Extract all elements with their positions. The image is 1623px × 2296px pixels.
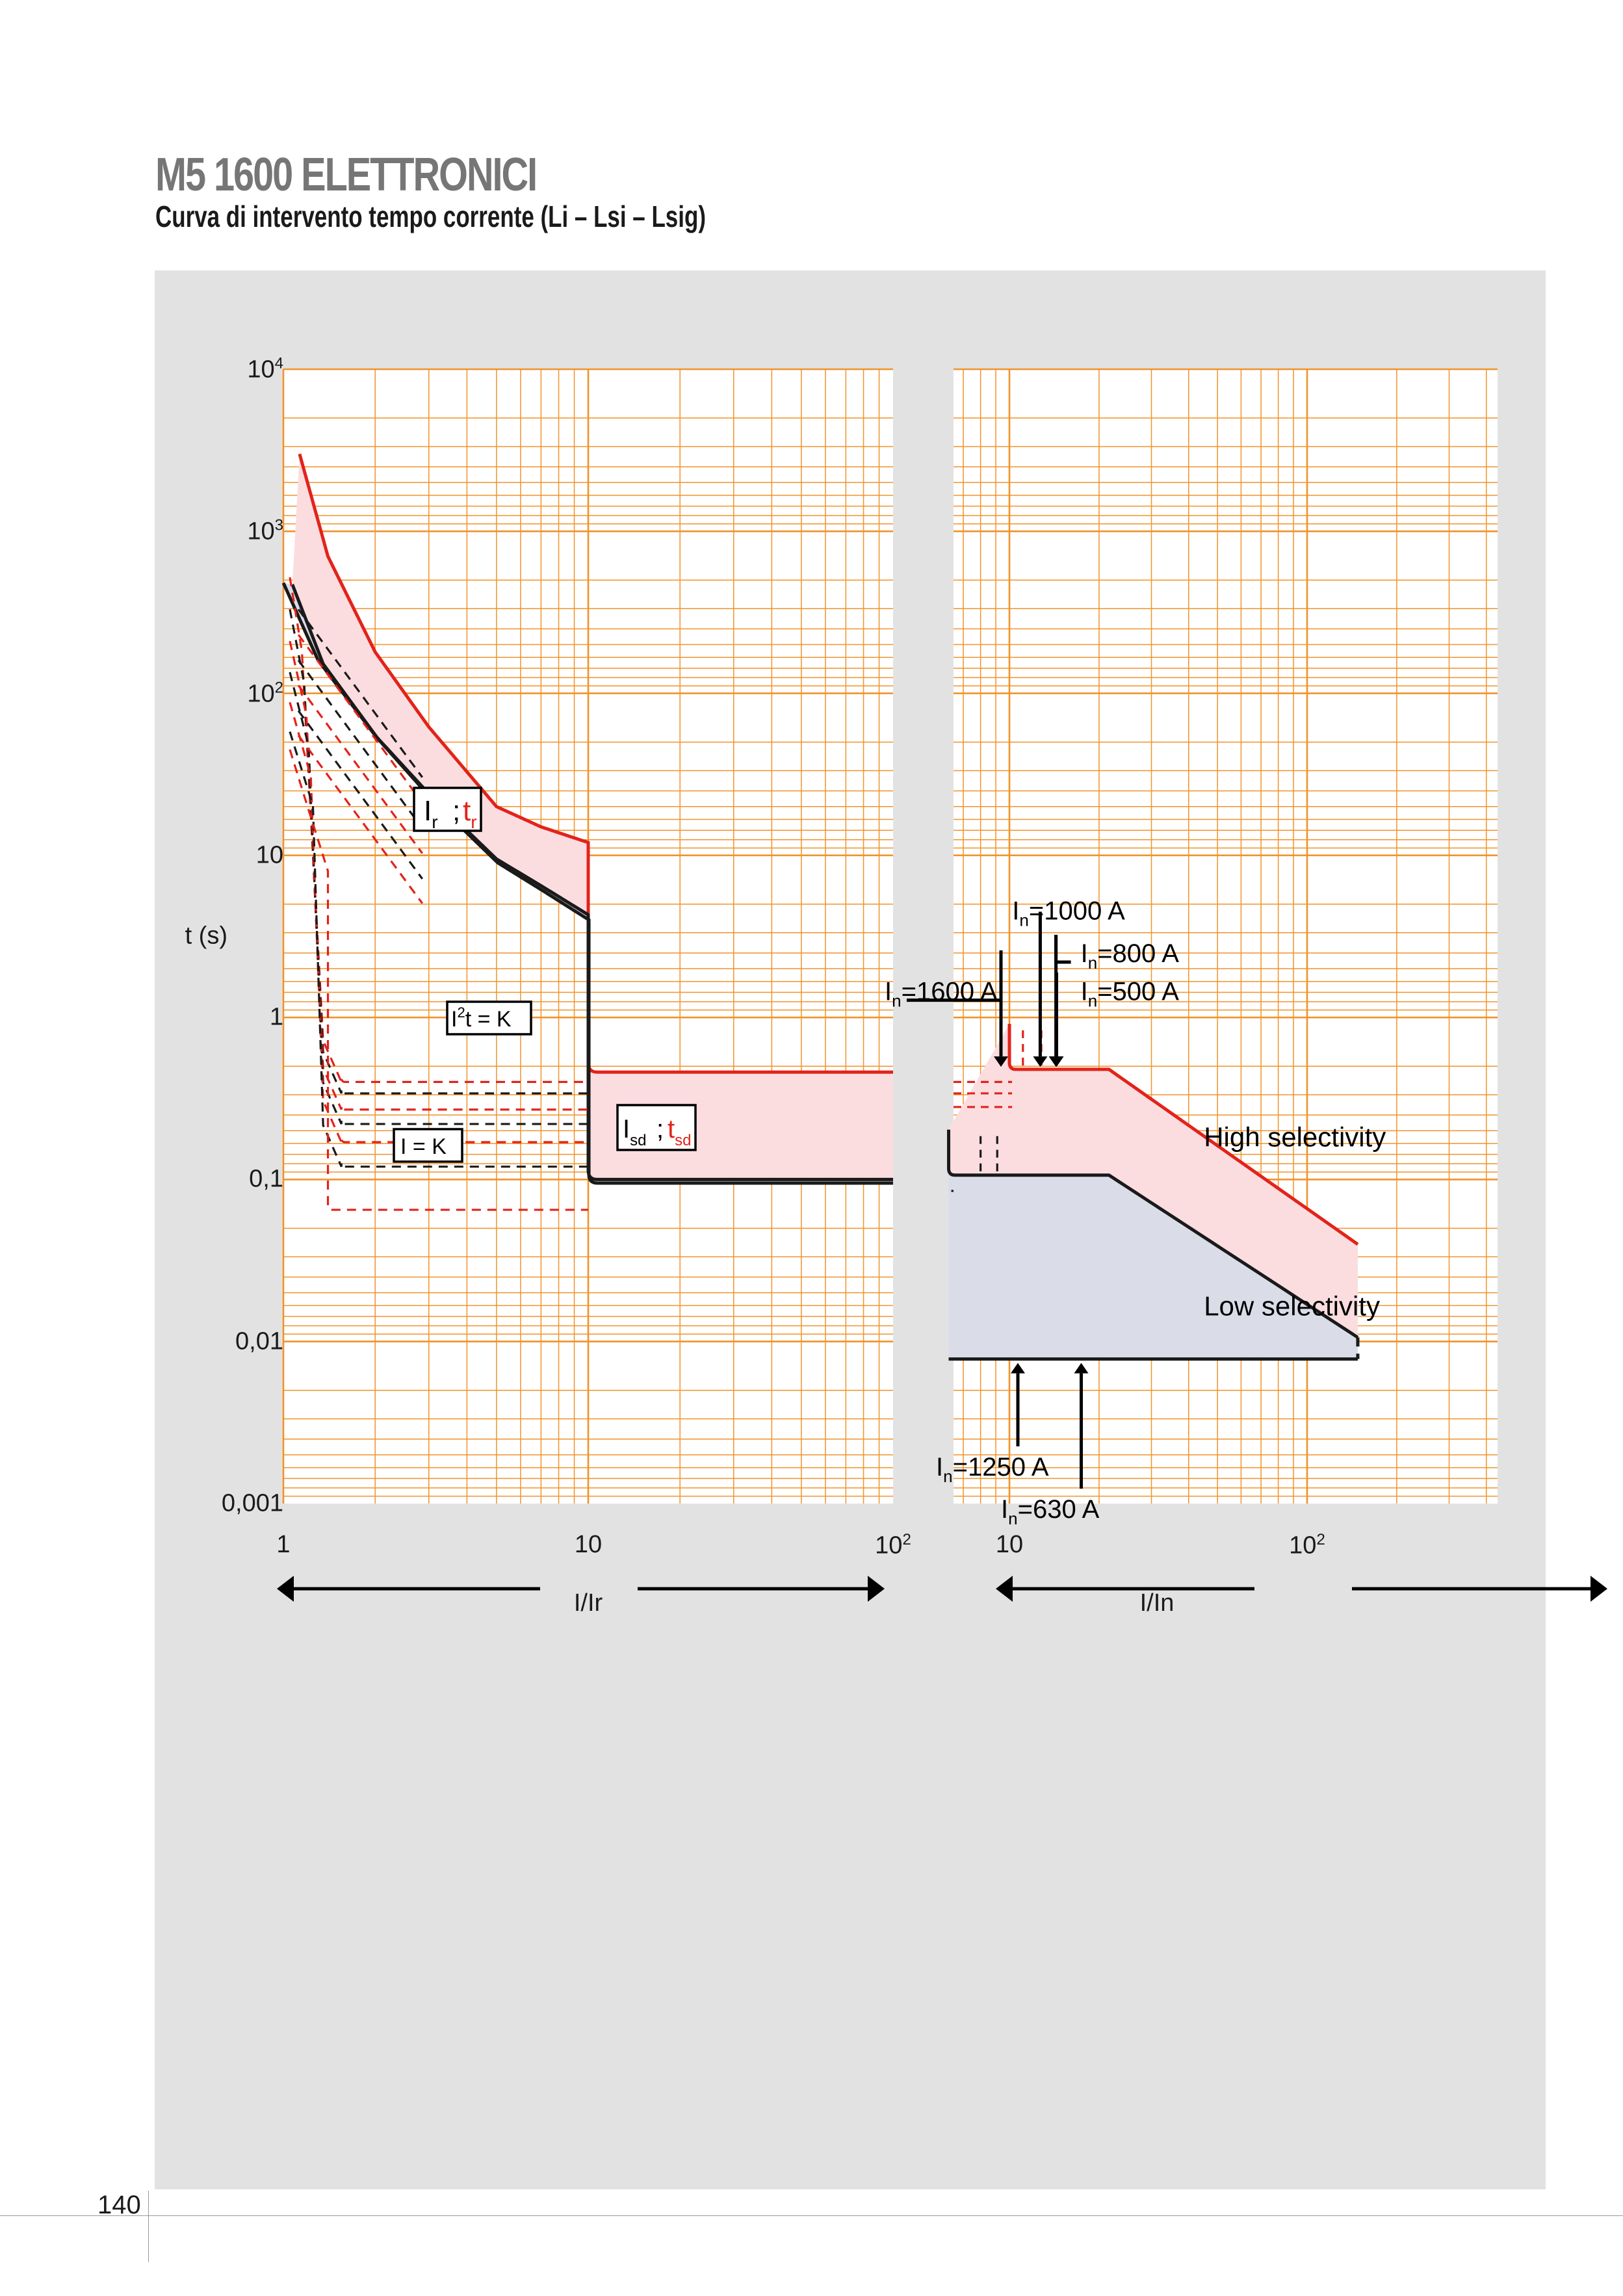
svg-text:In=1600 A: In=1600 A — [885, 978, 998, 1011]
svg-text:;: ; — [452, 795, 460, 827]
svg-text:In=1000 A: In=1000 A — [1012, 897, 1125, 930]
svg-text:In=1250 A: In=1250 A — [936, 1453, 1049, 1486]
svg-text:High selectivity: High selectivity — [1204, 1122, 1386, 1153]
svg-text:Low selectivity: Low selectivity — [1204, 1291, 1380, 1322]
svg-text:I = K: I = K — [400, 1134, 447, 1159]
svg-text:;: ; — [656, 1115, 664, 1143]
